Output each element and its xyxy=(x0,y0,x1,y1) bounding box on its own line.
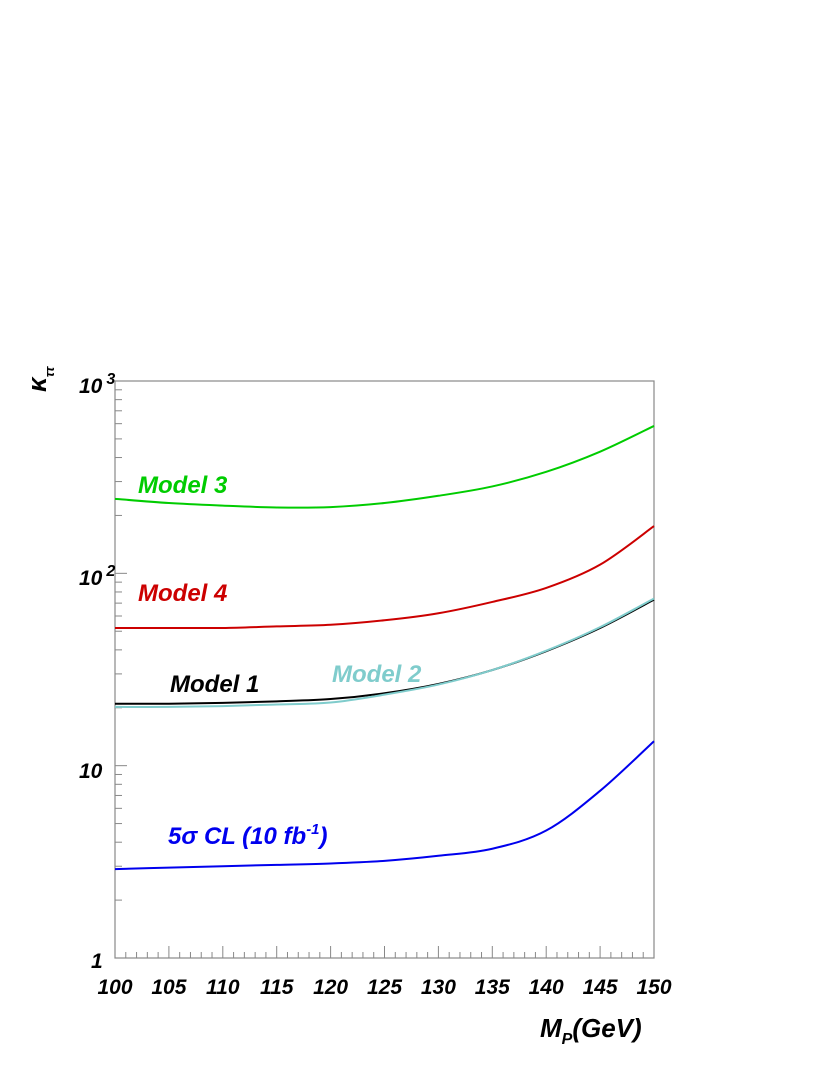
y-tick-100: 10 2 xyxy=(79,563,115,590)
x-axis-ticks xyxy=(114,946,655,958)
label-model-2: Model 2 xyxy=(332,661,422,688)
y-axis-title: κττ xyxy=(22,366,57,392)
y-axis-ticks xyxy=(115,389,127,959)
x-tick-label: 150 xyxy=(636,976,671,999)
x-axis-title: MP(GeV) xyxy=(540,1013,642,1048)
curves xyxy=(114,425,655,871)
y-tick-10: 10 xyxy=(79,760,103,783)
x-tick-label: 130 xyxy=(421,976,456,999)
x-tick-label: 135 xyxy=(475,976,510,999)
x-tick-label: 105 xyxy=(151,976,186,999)
x-tick-label: 110 xyxy=(206,976,240,999)
x-tick-label: 120 xyxy=(313,976,348,999)
x-tick-label: 100 xyxy=(97,976,132,999)
y-tick-labels: 10 3 10 2 10 1 xyxy=(79,371,115,973)
label-5sigma-cl: 5σ CL (10 fb-1) xyxy=(168,821,328,850)
curve-model-4 xyxy=(114,525,655,630)
curve-5-cl-10-fb- xyxy=(114,740,655,871)
label-model-1: Model 1 xyxy=(170,671,259,698)
x-tick-label: 145 xyxy=(583,976,618,999)
label-model-3: Model 3 xyxy=(138,472,228,499)
y-tick-1000: 10 3 xyxy=(79,371,115,398)
x-tick-label: 140 xyxy=(529,976,564,999)
curve-model-2 xyxy=(114,597,655,708)
x-tick-label: 125 xyxy=(367,976,402,999)
curve-model-3 xyxy=(114,425,655,509)
y-tick-1: 1 xyxy=(91,950,103,973)
label-model-4: Model 4 xyxy=(138,580,227,607)
x-tick-label: 115 xyxy=(260,976,294,999)
x-tick-labels: 100 105 110 115 120 125 130 135 140 145 150 xyxy=(97,976,671,999)
